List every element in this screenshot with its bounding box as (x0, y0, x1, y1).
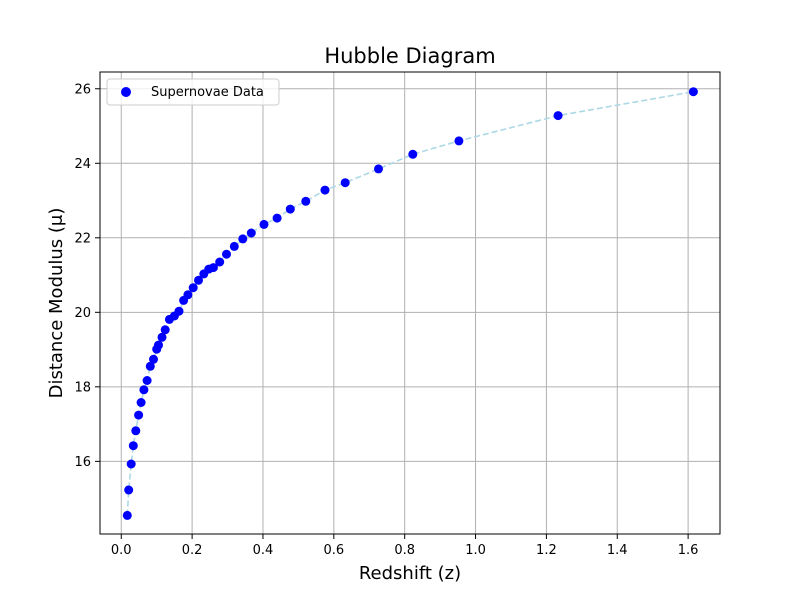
data-point (149, 354, 158, 364)
data-point (215, 257, 225, 267)
axis-ticks: 0.0 0.2 0.4 0.6 0.8 1.0 1.2 1.4 1.6 16 18 20 22 24 26 (74, 82, 698, 558)
data-point (145, 361, 155, 371)
data-point (688, 87, 698, 97)
data-point (553, 111, 563, 121)
y-tick-label: 26 (74, 82, 91, 97)
data-point (238, 234, 248, 244)
y-tick-label: 24 (74, 157, 91, 172)
data-point (124, 485, 134, 495)
data-point (131, 426, 141, 436)
data-point (374, 164, 383, 174)
y-axis-label: Distance Modulus (μ) (46, 208, 67, 399)
data-point (128, 441, 138, 451)
data-point (134, 410, 144, 420)
x-axis-label: Redshift (z) (359, 563, 461, 584)
data-point (194, 275, 203, 285)
x-tick-label: 1.6 (678, 543, 699, 558)
data-points (122, 87, 698, 520)
data-point (246, 228, 256, 238)
x-tick-label: 0.6 (323, 543, 344, 558)
grid-lines (100, 72, 720, 534)
data-point (229, 241, 239, 251)
data-point (154, 340, 163, 350)
y-tick-label: 18 (74, 380, 91, 395)
x-tick-label: 0.4 (253, 543, 274, 558)
data-point (122, 510, 132, 520)
data-point (408, 149, 418, 159)
data-point (136, 398, 146, 407)
data-point (454, 136, 464, 146)
legend: Supernovae Data (106, 78, 280, 106)
data-point (126, 459, 136, 469)
data-point (285, 204, 295, 214)
data-point (188, 283, 198, 293)
data-point (320, 185, 330, 195)
legend-marker (121, 87, 131, 97)
y-tick-label: 16 (74, 455, 91, 470)
x-tick-label: 1.0 (465, 543, 486, 558)
x-tick-label: 1.2 (536, 543, 557, 558)
data-point (157, 332, 167, 342)
data-point (174, 306, 184, 316)
data-point (160, 325, 170, 335)
data-point (259, 219, 269, 229)
plot-frame (99, 71, 721, 535)
data-point (301, 196, 311, 206)
x-tick-label: 0.2 (182, 543, 203, 558)
data-point (272, 213, 282, 223)
data-point (208, 263, 218, 273)
x-tick-label: 0.8 (394, 543, 415, 558)
legend-box (106, 78, 280, 106)
data-point (139, 385, 149, 395)
data-point (142, 376, 152, 385)
x-tick-label: 1.4 (607, 543, 628, 558)
data-point (222, 249, 231, 259)
legend-entry-supernovae: Supernovae Data (151, 85, 264, 100)
y-tick-label: 22 (74, 231, 91, 246)
y-tick-label: 20 (74, 306, 91, 321)
chart-title: Hubble Diagram (324, 44, 495, 68)
data-point (340, 178, 350, 188)
data-point (183, 290, 193, 300)
x-tick-label: 0.0 (111, 543, 132, 558)
